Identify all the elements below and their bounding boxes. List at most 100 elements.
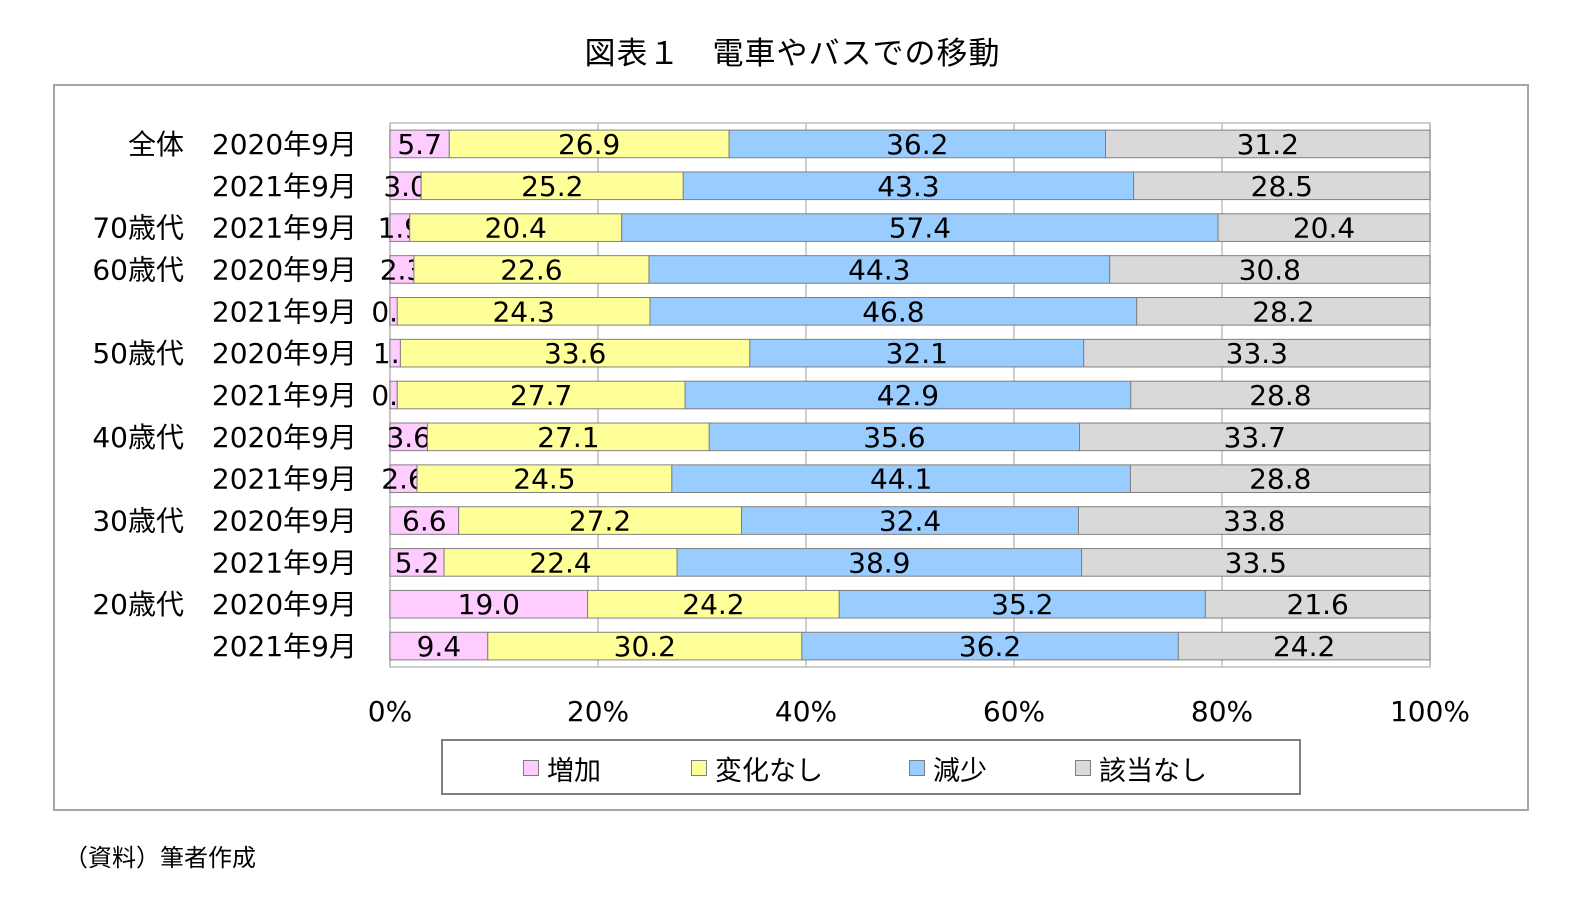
legend-label-no-change: 変化なし: [715, 755, 823, 787]
bar-segment: [1130, 380, 1431, 410]
bar-segment: [389, 506, 460, 535]
data-label: 46.8: [862, 295, 924, 328]
category-group-label: 70歳代: [92, 212, 184, 245]
bar-segment: [801, 631, 1179, 661]
data-label: 33.8: [1223, 505, 1285, 538]
bar-segment: [426, 422, 710, 452]
category-period-label: 2020年9月: [212, 421, 357, 454]
bar-segment: [389, 422, 428, 452]
data-label: 33.5: [1225, 546, 1287, 579]
bar-segment: [621, 213, 1219, 242]
legend-item-increase: 増加: [523, 751, 601, 787]
bar-segment: [1177, 631, 1431, 661]
bar-segment: [413, 255, 650, 284]
data-label: 38.9: [848, 546, 910, 579]
bar-segment: [1129, 464, 1431, 494]
data-label: 28.5: [1251, 170, 1313, 203]
data-label: 21.6: [1287, 588, 1349, 621]
bar-segment: [443, 548, 678, 577]
category-period-label: 2020年9月: [212, 337, 357, 370]
category-period-label: 2020年9月: [212, 505, 357, 538]
category-period-label: 2021年9月: [212, 212, 357, 245]
category-group-label: 20歳代: [92, 588, 184, 621]
data-label: 33.3: [1226, 337, 1288, 370]
bar-segment: [396, 296, 651, 326]
chart-frame: [53, 84, 1529, 811]
data-label: 32.4: [879, 505, 941, 538]
bar-segment: [1081, 548, 1431, 577]
data-label: 35.6: [863, 421, 925, 454]
data-label: 5.7: [397, 128, 442, 161]
data-label: 20.4: [1293, 212, 1355, 245]
legend-item-not-applicable: 該当なし: [1075, 751, 1207, 787]
data-label: 3.6: [386, 421, 431, 454]
category-group-label: 50歳代: [92, 337, 184, 370]
bar-segment: [728, 129, 1107, 159]
x-tick-label: 0%: [368, 695, 412, 728]
bar-segment: [684, 380, 1132, 410]
category-period-label: 2020年9月: [212, 588, 357, 621]
data-label: 43.3: [877, 170, 939, 203]
legend-swatch-not-applicable: [1075, 760, 1091, 776]
bar-segment: [416, 464, 673, 494]
data-label: 24.2: [682, 588, 744, 621]
data-label: 24.2: [1273, 630, 1335, 663]
legend-label-increase: 増加: [547, 755, 601, 787]
data-label: 44.1: [870, 463, 932, 496]
bar-segment: [409, 213, 623, 242]
data-label: 26.9: [558, 128, 620, 161]
data-label: 30.2: [614, 630, 676, 663]
bar-segment: [676, 548, 1083, 577]
category-group-label: 全体: [128, 128, 184, 161]
bar-segment: [389, 171, 422, 201]
data-label: 27.1: [537, 421, 599, 454]
data-label: 42.9: [877, 379, 939, 412]
data-label: 28.8: [1249, 379, 1311, 412]
data-label: 57.4: [889, 212, 951, 245]
data-label: 28.8: [1249, 463, 1311, 496]
bar-segment: [389, 631, 489, 661]
data-label: 20.4: [485, 212, 547, 245]
bar-segment: [1217, 213, 1431, 242]
category-period-label: 2021年9月: [212, 170, 357, 203]
x-tick-label: 20%: [567, 695, 629, 728]
x-tick-label: 60%: [983, 695, 1045, 728]
bar-segment: [671, 464, 1131, 494]
data-label: 9.4: [417, 630, 462, 663]
data-label: 6.6: [402, 505, 447, 538]
data-label: 36.2: [959, 630, 1021, 663]
data-label: 35.2: [991, 588, 1053, 621]
bar-segment: [649, 296, 1138, 326]
bar-segment: [741, 506, 1079, 535]
data-label: 36.2: [886, 128, 948, 161]
category-period-label: 2021年9月: [212, 463, 357, 496]
category-group-label: 40歳代: [92, 421, 184, 454]
data-label: 33.7: [1224, 421, 1286, 454]
category-group-label: 60歳代: [92, 253, 184, 286]
bar-segment: [587, 589, 840, 619]
bar-segment: [396, 380, 686, 410]
bar-segment: [648, 255, 1111, 284]
source-note: （資料）筆者作成: [64, 844, 256, 872]
bar-segment: [1136, 296, 1431, 326]
data-label: 33.6: [544, 337, 606, 370]
data-label: 24.3: [492, 295, 554, 328]
legend-item-no-change: 変化なし: [691, 751, 823, 787]
bar-segment: [487, 631, 803, 661]
bar-segment: [1109, 255, 1431, 284]
x-tick-label: 40%: [775, 695, 837, 728]
chart-title: 図表１ 電車やバスでの移動: [584, 36, 1001, 72]
data-label: 44.3: [848, 253, 910, 286]
bar-segment: [682, 171, 1135, 201]
category-group-label: 30歳代: [92, 505, 184, 538]
data-label: 27.7: [510, 379, 572, 412]
data-label: 32.1: [886, 337, 948, 370]
x-tick-label: 100%: [1390, 695, 1470, 728]
data-label: 5.2: [395, 546, 440, 579]
data-label: 22.4: [529, 546, 591, 579]
legend-swatch-increase: [523, 760, 539, 776]
bar-segment: [389, 129, 450, 159]
bar-segment: [1105, 129, 1431, 159]
legend-item-decrease: 減少: [909, 751, 987, 787]
